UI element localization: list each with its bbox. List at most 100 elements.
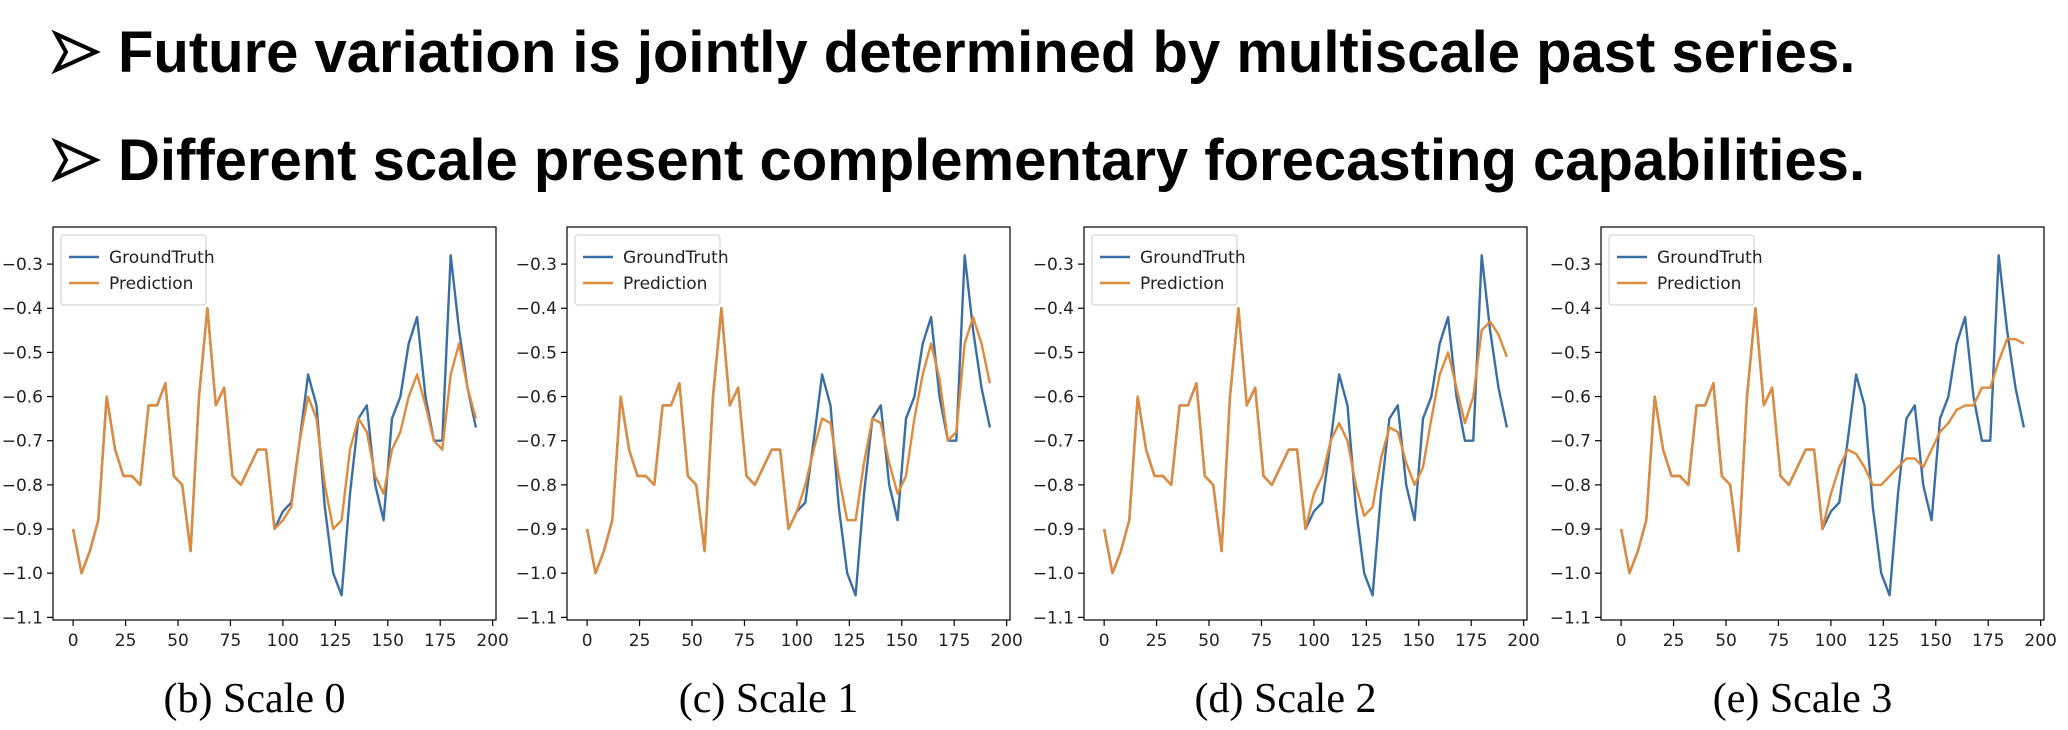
y-tick-label: −0.9	[1033, 520, 1074, 540]
x-tick-label: 150	[1403, 631, 1435, 651]
y-tick-label: −1.0	[516, 564, 557, 584]
x-tick-label: 200	[476, 631, 508, 651]
x-tick-label: 75	[734, 631, 756, 651]
y-tick-label: −0.8	[2, 476, 43, 496]
x-tick-label: 75	[1251, 631, 1273, 651]
legend-label: GroundTruth	[1657, 248, 1763, 268]
y-tick-label: −0.7	[1033, 432, 1074, 452]
y-tick-label: −0.9	[2, 520, 43, 540]
y-tick-label: −0.8	[1033, 476, 1074, 496]
legend-box	[1091, 234, 1238, 306]
series-line	[71, 254, 478, 597]
y-tick-label: −0.5	[2, 343, 43, 363]
chart-caption: (b) Scale 0	[164, 676, 346, 722]
x-tick-label: 25	[115, 631, 137, 651]
y-tick-label: −0.6	[516, 388, 557, 408]
y-tick-label: −0.5	[1550, 343, 1591, 363]
x-tick-label: 50	[1715, 631, 1737, 651]
y-tick-label: −1.0	[1550, 564, 1591, 584]
legend-label: Prediction	[623, 274, 707, 294]
chart-caption: (c) Scale 1	[679, 676, 859, 722]
y-tick-label: −0.9	[516, 520, 557, 540]
legend-box	[574, 234, 721, 306]
series-line	[71, 307, 478, 575]
x-tick-label: 150	[372, 631, 404, 651]
x-tick-label: 25	[1663, 631, 1685, 651]
chart: −1.1 −1.0 −0.9 −0.8 −0.7 −0.6 −0.5 −0.4 −0.3 0 25 5…	[1550, 226, 2057, 722]
x-tick-label: 125	[319, 631, 351, 651]
chart-caption: (e) Scale 3	[1713, 676, 1893, 722]
x-tick-label: 100	[781, 631, 813, 651]
chart: −1.1 −1.0 −0.9 −0.8 −0.7 −0.6 −0.5 −0.4 −0.3 0 25 5…	[2, 226, 509, 722]
axes-frame	[1600, 226, 2045, 621]
x-tick-label: 125	[1867, 631, 1899, 651]
legend-label: GroundTruth	[623, 248, 729, 268]
x-tick-label: 100	[1815, 631, 1847, 651]
bullet-text: Future variation is jointly determined b…	[118, 20, 1855, 85]
y-tick-label: −0.3	[2, 255, 43, 275]
legend-label: GroundTruth	[109, 248, 215, 268]
x-tick-label: 50	[1198, 631, 1220, 651]
y-tick-label: −0.3	[516, 255, 557, 275]
x-tick-label: 0	[68, 631, 79, 651]
series-line	[1102, 307, 1509, 575]
y-tick-label: −0.4	[1550, 299, 1591, 319]
y-tick-label: −0.4	[516, 299, 557, 319]
x-tick-label: 100	[267, 631, 299, 651]
series-line	[1102, 254, 1509, 597]
chart-caption: (d) Scale 2	[1195, 676, 1377, 722]
y-tick-label: −0.8	[516, 476, 557, 496]
x-tick-label: 200	[1507, 631, 1539, 651]
bullet-arrow	[51, 137, 101, 183]
y-tick-label: −0.5	[1033, 343, 1074, 363]
x-tick-label: 200	[2024, 631, 2056, 651]
axes-frame	[52, 226, 497, 621]
legend-label: Prediction	[109, 274, 193, 294]
y-tick-label: −1.1	[1033, 608, 1074, 628]
y-tick-label: −0.7	[1550, 432, 1591, 452]
y-tick-label: −1.0	[1033, 564, 1074, 584]
series-line	[585, 307, 992, 575]
legend-box	[1608, 234, 1755, 306]
legend-box	[60, 234, 207, 306]
legend-label: Prediction	[1657, 274, 1741, 294]
y-tick-label: −1.0	[2, 564, 43, 584]
y-tick-label: −1.1	[2, 608, 43, 628]
x-tick-label: 175	[938, 631, 970, 651]
x-tick-label: 150	[1920, 631, 1952, 651]
x-tick-label: 0	[1616, 631, 1627, 651]
series-line	[585, 254, 992, 597]
y-tick-label: −0.6	[1550, 388, 1591, 408]
x-tick-label: 0	[1099, 631, 1110, 651]
x-tick-label: 100	[1298, 631, 1330, 651]
chart: −1.1 −1.0 −0.9 −0.8 −0.7 −0.6 −0.5 −0.4 −0.3 0 25 5…	[516, 226, 1023, 722]
x-tick-label: 125	[833, 631, 865, 651]
x-tick-label: 25	[1146, 631, 1168, 651]
series-line	[1619, 254, 2026, 597]
y-tick-label: −0.4	[2, 299, 43, 319]
y-tick-label: −0.3	[1550, 255, 1591, 275]
x-tick-label: 175	[1972, 631, 2004, 651]
y-tick-label: −0.6	[2, 388, 43, 408]
x-tick-label: 75	[220, 631, 242, 651]
x-tick-label: 50	[681, 631, 703, 651]
x-tick-label: 175	[1455, 631, 1487, 651]
y-tick-label: −1.1	[516, 608, 557, 628]
x-tick-label: 75	[1768, 631, 1790, 651]
axes-frame	[1083, 226, 1528, 621]
axes-frame	[566, 226, 1011, 621]
x-tick-label: 25	[629, 631, 651, 651]
y-tick-label: −0.3	[1033, 255, 1074, 275]
y-tick-label: −0.5	[516, 343, 557, 363]
y-tick-label: −0.7	[516, 432, 557, 452]
x-tick-label: 200	[990, 631, 1022, 651]
bullet-arrow	[51, 29, 101, 75]
y-tick-label: −1.1	[1550, 608, 1591, 628]
series-line	[1619, 307, 2025, 575]
x-tick-label: 0	[582, 631, 593, 651]
y-tick-label: −0.7	[2, 432, 43, 452]
legend-label: Prediction	[1140, 274, 1224, 294]
y-tick-label: −0.8	[1550, 476, 1591, 496]
x-tick-label: 175	[424, 631, 456, 651]
bullet-text: Different scale present complementary fo…	[118, 128, 1865, 193]
